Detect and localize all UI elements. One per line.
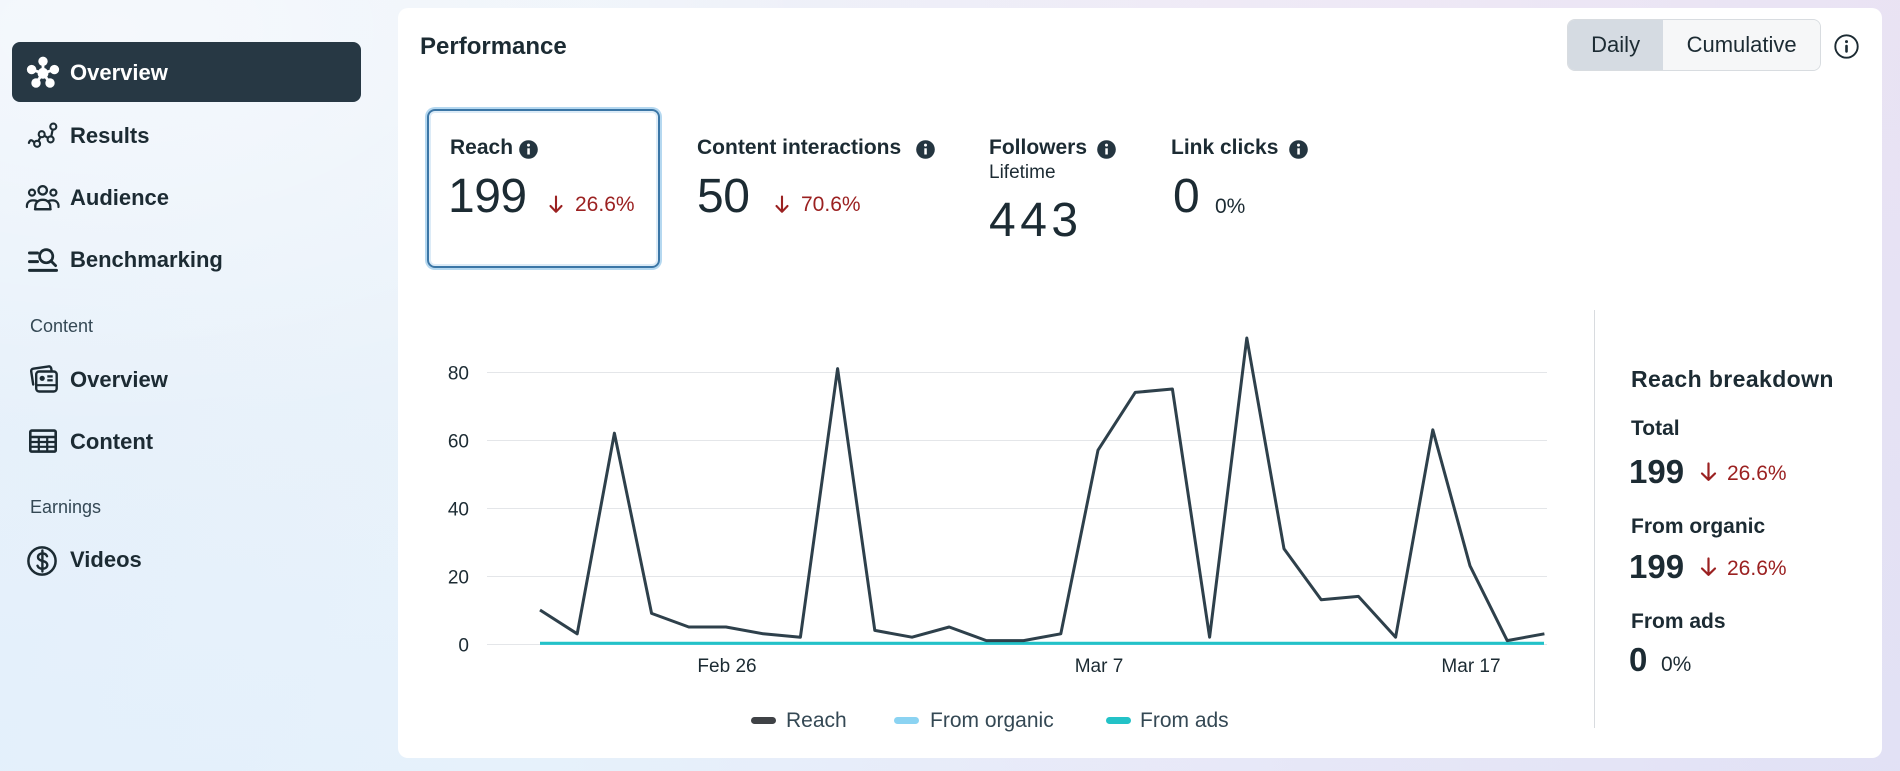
svg-text:Feb 26: Feb 26 — [697, 656, 756, 677]
svg-text:Mar 7: Mar 7 — [1075, 656, 1124, 677]
svg-text:20: 20 — [448, 568, 469, 589]
svg-text:40: 40 — [448, 500, 469, 521]
svg-text:Mar 17: Mar 17 — [1441, 656, 1500, 677]
svg-text:80: 80 — [448, 364, 469, 385]
svg-text:0: 0 — [458, 636, 469, 657]
svg-text:60: 60 — [448, 432, 469, 453]
